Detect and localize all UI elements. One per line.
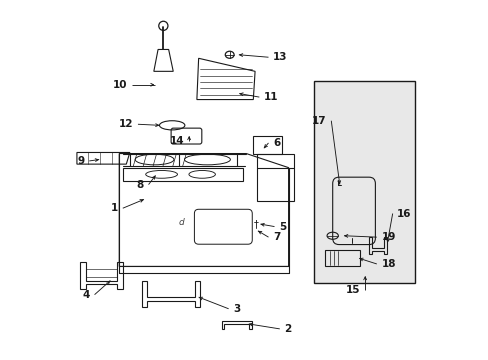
- Text: 5: 5: [279, 221, 286, 231]
- Text: 11: 11: [264, 92, 278, 102]
- Text: 10: 10: [113, 80, 127, 90]
- Text: 19: 19: [381, 232, 395, 242]
- Text: 9: 9: [78, 156, 84, 166]
- Text: 4: 4: [82, 290, 90, 300]
- Text: d: d: [178, 218, 183, 227]
- Text: 16: 16: [396, 208, 411, 219]
- Text: 15: 15: [346, 285, 360, 295]
- Text: 18: 18: [381, 259, 395, 269]
- Text: 14: 14: [169, 136, 184, 146]
- Text: 17: 17: [311, 116, 326, 126]
- Text: 1: 1: [111, 203, 118, 213]
- Text: 13: 13: [272, 52, 287, 62]
- Text: 8: 8: [137, 180, 143, 190]
- Text: †: †: [254, 219, 259, 229]
- Text: 3: 3: [233, 304, 240, 314]
- Text: 6: 6: [272, 138, 280, 148]
- Text: 7: 7: [272, 232, 280, 242]
- FancyBboxPatch shape: [313, 81, 414, 283]
- Text: 12: 12: [119, 119, 133, 129]
- Text: 2: 2: [284, 324, 291, 334]
